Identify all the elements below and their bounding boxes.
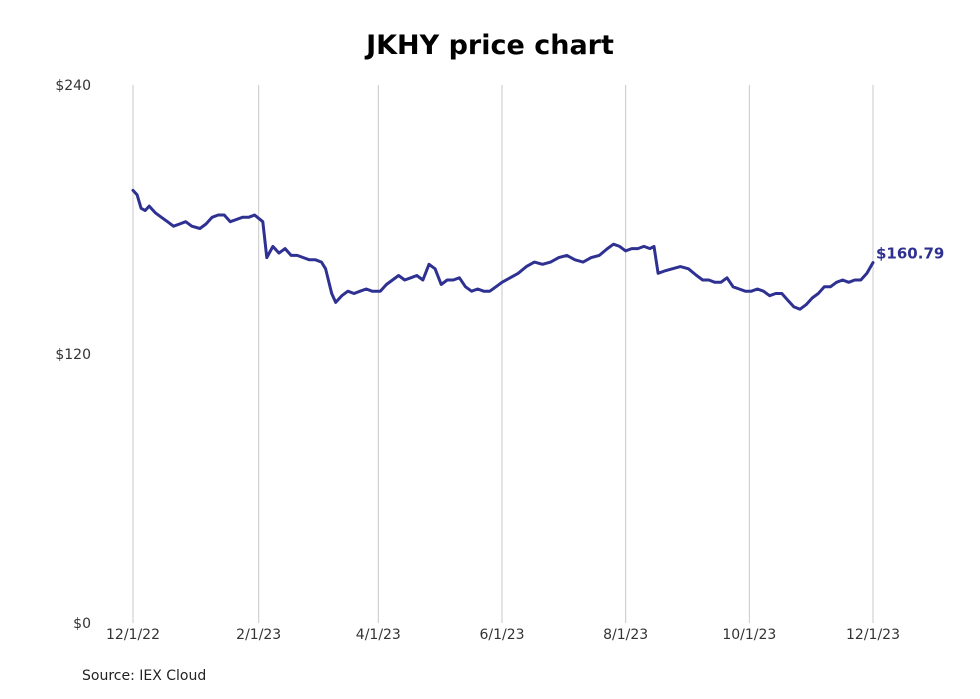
last-price-label: $160.79	[876, 245, 944, 263]
x-tick-label: 4/1/23	[356, 627, 401, 643]
series-layer: $160.79	[131, 188, 944, 311]
chart-title: JKHY price chart	[366, 30, 614, 61]
x-tick-label: 6/1/23	[479, 627, 524, 643]
y-tick-label: $240	[55, 78, 91, 94]
x-axis: 12/1/22 2/1/23 4/1/23 6/1/23 8/1/23 10/1/23 12…	[106, 627, 900, 643]
x-tick-label: 2/1/23	[236, 627, 281, 643]
x-tick-label: 8/1/23	[603, 627, 648, 643]
price-line	[131, 188, 875, 311]
grid-layer	[132, 85, 874, 623]
source-note: Source: IEX Cloud	[82, 668, 207, 684]
x-tick-label: 12/1/23	[846, 627, 900, 643]
y-tick-label: $0	[73, 616, 91, 632]
x-tick-label: 10/1/23	[722, 627, 776, 643]
y-tick-label: $120	[55, 347, 91, 363]
y-axis: $0 $120 $240	[55, 78, 91, 632]
x-tick-label: 12/1/22	[106, 627, 160, 643]
